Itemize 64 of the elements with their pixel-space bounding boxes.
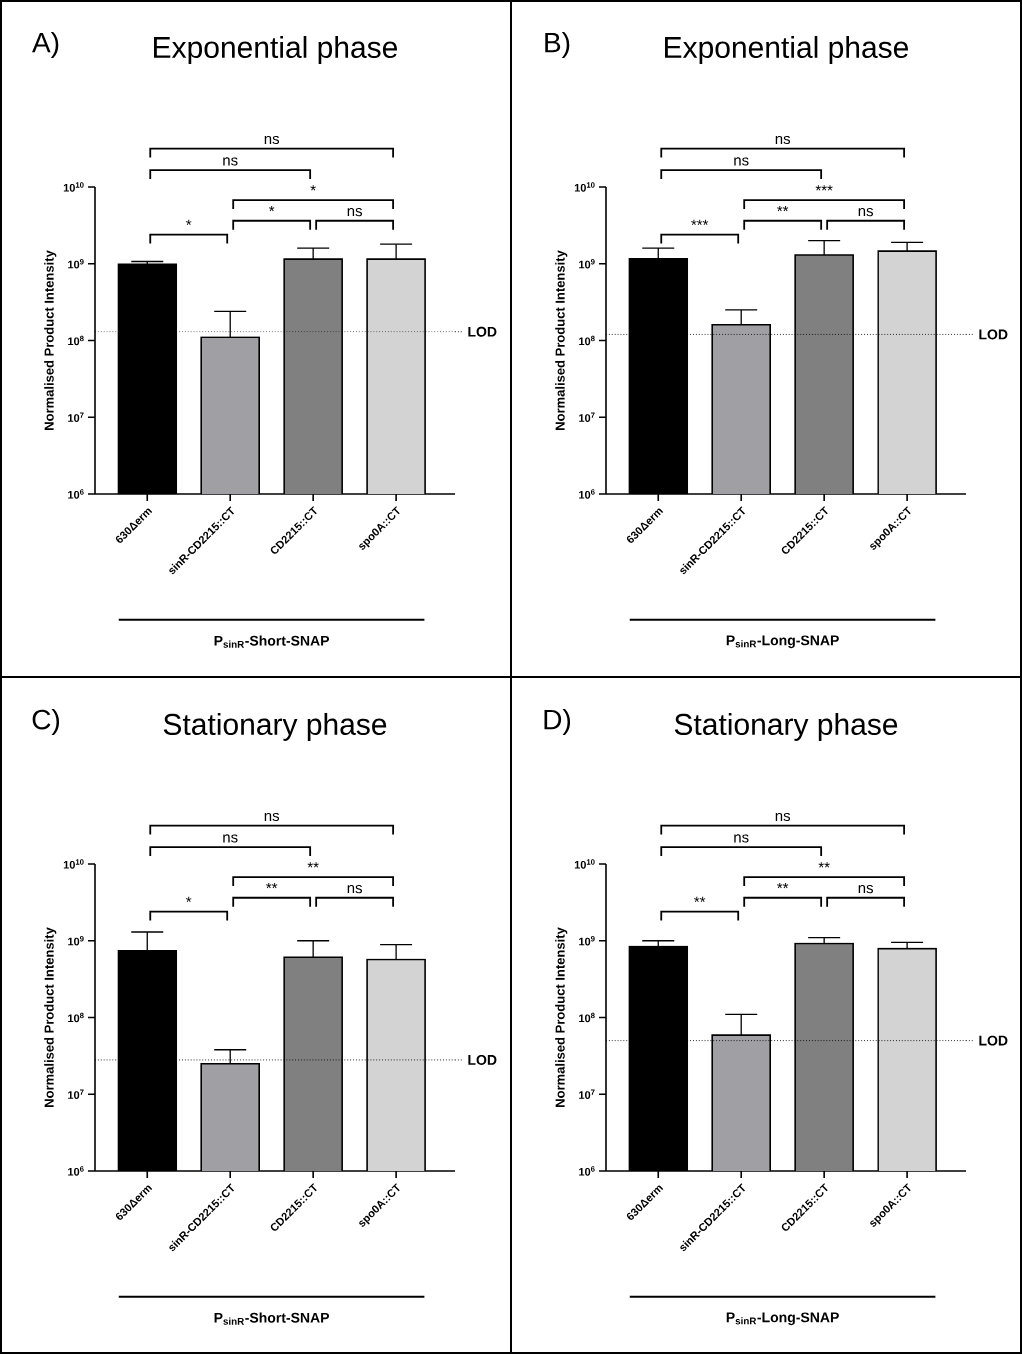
x-axis-title: P$_{sinR}$-Long-SNAP: [726, 635, 839, 649]
ref-line-label: LOD: [979, 1035, 1008, 1046]
ref-line-label: LOD: [468, 326, 497, 337]
y-tick-label: 10$^{6}$: [68, 489, 84, 499]
annotation: ns: [858, 885, 873, 894]
y-tick-label: 10$^{9}$: [68, 936, 84, 946]
y-tick-label: 10$^{6}$: [579, 489, 595, 499]
annotation: **: [266, 882, 278, 889]
y-axis-title: Normalised Product Intensity: [44, 250, 57, 430]
text: ns: [734, 834, 749, 843]
annotation: *: [310, 185, 316, 191]
annotation: ***: [815, 185, 833, 191]
y-tick-label: 10$^{7}$: [68, 1089, 84, 1099]
y-axis-title: Normalised Product Intensity: [555, 250, 568, 430]
y-tick-label: 10$^{9}$: [579, 936, 595, 946]
y-tick-label: 10$^{10}$: [574, 859, 595, 869]
y-tick-label: 10$^{7}$: [579, 412, 595, 422]
y-tick-label: 10$^{10}$: [63, 182, 84, 192]
y-tick-label: 10$^{8}$: [68, 335, 84, 346]
y-tick-label: 10$^{9}$: [68, 259, 84, 269]
y-tick-label: 10$^{10}$: [574, 182, 595, 192]
annotation: **: [694, 896, 706, 902]
text: ns: [223, 157, 238, 166]
ref-line-label: LOD: [979, 329, 1008, 340]
x-axis-title: P$_{sinR}$-Short-SNAP: [214, 1312, 330, 1325]
y-tick-label: 10$^{8}$: [579, 1012, 595, 1023]
x-axis-title: P$_{sinR}$-Short-SNAP: [214, 635, 330, 648]
annotation: **: [307, 862, 319, 868]
text: ns: [775, 135, 791, 145]
y-tick-label: 10$^{6}$: [579, 1166, 595, 1176]
ref-line-label: LOD: [468, 1054, 497, 1065]
annotation: **: [777, 205, 789, 212]
annotation: *: [269, 205, 275, 212]
y-tick-label: 10$^{10}$: [63, 859, 84, 869]
annotation: ns: [347, 208, 362, 217]
chart-title: Exponential phase: [154, 36, 398, 64]
annotation: ns: [858, 208, 873, 217]
annotation: **: [777, 882, 789, 889]
text: ns: [223, 834, 238, 843]
y-tick-label: 10$^{8}$: [579, 335, 595, 346]
annotation: **: [818, 862, 830, 868]
y-tick-label: 10$^{8}$: [68, 1012, 84, 1023]
text: ns: [264, 812, 280, 822]
y-tick-label: 10$^{7}$: [68, 412, 84, 422]
chart-title: Stationary phase: [674, 713, 898, 741]
chart-title: Exponential phase: [665, 36, 909, 64]
annotation: ns: [347, 885, 362, 894]
text: ns: [264, 135, 280, 145]
text: ns: [775, 812, 791, 822]
chart-title: Stationary phase: [163, 713, 387, 741]
text: C): [32, 708, 60, 736]
annotation: ***: [691, 219, 709, 225]
y-axis-title: Normalised Product Intensity: [44, 927, 57, 1107]
annotation: *: [186, 219, 192, 225]
y-axis-title: Normalised Product Intensity: [555, 927, 568, 1107]
text: ns: [734, 157, 749, 166]
text: D): [544, 708, 571, 736]
y-tick-label: 10$^{6}$: [68, 1166, 84, 1176]
y-tick-label: 10$^{7}$: [579, 1089, 595, 1099]
y-tick-label: 10$^{9}$: [579, 259, 595, 269]
text: B): [545, 31, 570, 59]
text: A): [32, 31, 59, 59]
x-axis-title: P$_{sinR}$-Long-SNAP: [726, 1312, 839, 1326]
annotation: *: [186, 896, 192, 902]
